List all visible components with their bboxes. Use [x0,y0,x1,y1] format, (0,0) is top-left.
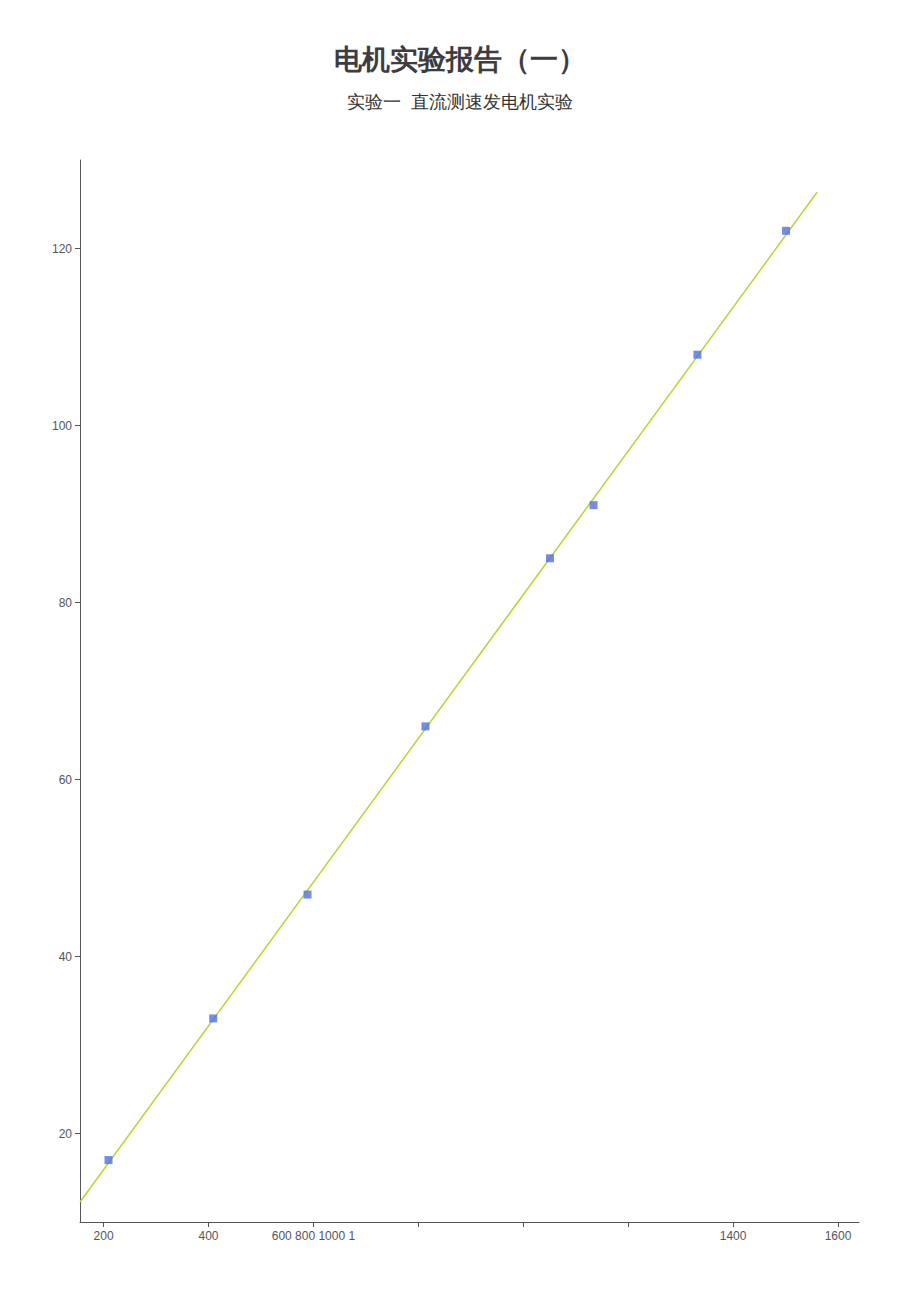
svg-text:80: 80 [59,596,73,610]
svg-text:120: 120 [52,242,72,256]
svg-text:400: 400 [199,1229,219,1243]
svg-text:60: 60 [59,773,73,787]
svg-text:40: 40 [59,950,73,964]
svg-text:实验一 直流测速发电机实验: 实验一 直流测速发电机实验 [346,92,572,112]
svg-text:1600: 1600 [825,1229,852,1243]
svg-text:电机实验报告（一）: 电机实验报告（一） [334,44,586,75]
svg-text:1400: 1400 [720,1229,747,1243]
svg-text:20: 20 [59,1127,73,1141]
svg-text:100: 100 [52,419,72,433]
svg-text:200: 200 [94,1229,114,1243]
svg-text:600 800 1000 1: 600 800 1000 1 [272,1229,356,1243]
